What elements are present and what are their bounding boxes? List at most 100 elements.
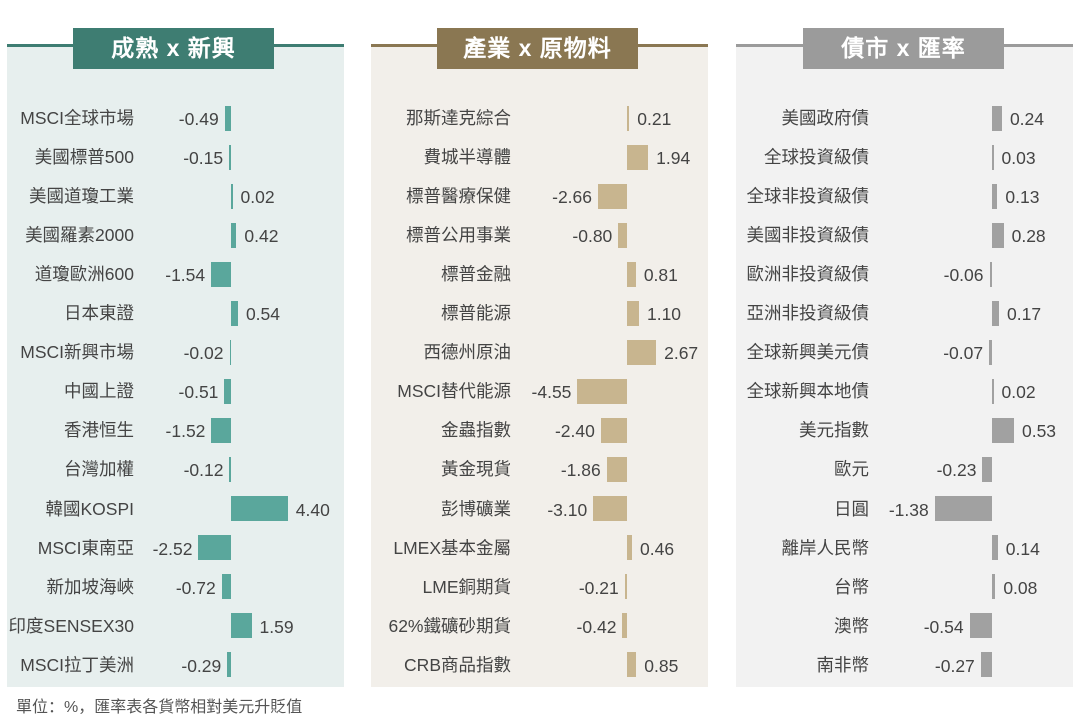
data-bar (992, 300, 1000, 326)
data-bar (231, 222, 237, 248)
value-label: -0.29 (181, 655, 222, 676)
value-label: -0.06 (943, 265, 984, 286)
data-bar (224, 105, 231, 131)
category-label: 標普能源 (441, 303, 511, 324)
data-bar (980, 652, 992, 678)
value-label: -0.02 (183, 343, 224, 364)
data-bar (229, 456, 231, 482)
value-label: -2.40 (554, 421, 595, 442)
data-bar (231, 300, 238, 326)
panel-industry-commodity: 產業 x 原物料 那斯達克綜合 0.21 費城半導體 1.94 標普醫療保健 -2.66 標普… (371, 28, 708, 687)
value-label: 0.17 (1007, 304, 1042, 325)
value-label: 0.13 (1005, 187, 1040, 208)
value-label: -3.10 (547, 499, 588, 520)
value-label: 0.03 (1001, 148, 1036, 169)
category-label: MSCI東南亞 (37, 537, 134, 558)
category-label: 香港恒生 (64, 420, 134, 441)
data-bar (231, 496, 288, 521)
value-label: 0.02 (240, 187, 275, 208)
category-label: 黃金現貨 (441, 459, 511, 480)
panel-bond-fx: 債市 x 匯率 美國政府債 0.24 全球投資級債 0.03 全球非投資級債 0.13 美國非… (736, 28, 1073, 687)
value-label: 0.54 (245, 304, 281, 325)
category-label: 那斯達克綜合 (406, 108, 511, 128)
data-bar (992, 222, 1004, 248)
data-bar (598, 183, 627, 209)
value-label: -0.23 (936, 460, 977, 481)
data-bar (992, 378, 994, 404)
data-bar (221, 574, 231, 600)
category-label: 62%鐵礦砂期貨 (388, 615, 511, 636)
data-bar (627, 652, 637, 678)
value-label: 0.14 (1005, 538, 1040, 559)
panel-mature-emerging: 成熟 x 新興 MSCI全球市場 -0.49 美國標普500 -0.15 美國道瓊工業 0.… (7, 28, 344, 687)
value-label: -0.27 (934, 655, 975, 676)
data-bar (227, 652, 231, 678)
data-bar (934, 496, 992, 521)
category-label: 西德州原油 (423, 342, 512, 363)
value-label: 0.46 (640, 538, 675, 559)
category-label: 美國政府債 (781, 108, 870, 128)
category-label: 美國標普500 (34, 147, 134, 168)
value-label: -2.52 (152, 538, 193, 559)
category-label: 離岸人民幣 (781, 537, 870, 558)
value-label: 1.59 (259, 616, 294, 637)
value-label: -0.21 (578, 577, 619, 598)
panel-title: 成熟 x 新興 (73, 28, 274, 69)
category-label: 歐洲非投資級債 (746, 264, 870, 285)
data-bar (600, 417, 627, 443)
data-bar (229, 144, 231, 170)
data-bar (606, 456, 627, 482)
data-bar (627, 300, 639, 326)
category-label: 標普金融 (441, 264, 511, 285)
category-label: 彭博礦業 (441, 498, 511, 519)
category-label: 道瓊歐洲600 (34, 264, 134, 285)
data-bar (231, 613, 252, 639)
category-label: 美國非投資級債 (746, 225, 870, 246)
data-bar (593, 496, 627, 521)
data-bar (627, 144, 649, 170)
value-label: -2.66 (552, 187, 593, 208)
value-label: -0.12 (183, 460, 224, 481)
data-bar (992, 574, 996, 600)
category-label: 標普醫療保健 (406, 186, 511, 207)
category-label: 金蟲指數 (441, 420, 511, 441)
value-label: -1.52 (165, 421, 206, 442)
data-bar (211, 417, 231, 443)
category-label: 美國羅素2000 (25, 225, 134, 246)
data-bar (992, 417, 1014, 443)
category-label: 費城半導體 (423, 147, 512, 168)
data-bar (627, 261, 636, 287)
footnote: 單位：%，匯率表各貨幣相對美元升貶值 (16, 699, 303, 716)
value-label: 1.94 (656, 148, 691, 169)
category-label: CRB商品指數 (404, 654, 511, 675)
value-label: 0.53 (1021, 421, 1057, 442)
data-bar (229, 339, 231, 365)
data-bar (627, 339, 657, 365)
category-label: 亞洲非投資級債 (746, 303, 870, 324)
category-label: LME銅期貨 (422, 576, 511, 597)
data-bar (211, 261, 231, 287)
category-label: 澳幣 (834, 615, 869, 636)
category-label: 南非幣 (816, 654, 870, 675)
value-label: 0.02 (1001, 382, 1036, 403)
value-label: 1.10 (646, 304, 682, 325)
data-bar (989, 261, 992, 287)
value-label: -4.55 (531, 382, 572, 403)
category-label: 全球投資級債 (764, 147, 869, 168)
data-bar (224, 378, 231, 404)
value-label: -0.49 (178, 109, 219, 129)
value-label: -0.80 (572, 226, 613, 247)
data-bar (969, 613, 992, 639)
value-label: 2.67 (664, 343, 699, 364)
category-label: MSCI替代能源 (397, 381, 511, 402)
category-label: 全球新興美元債 (746, 342, 870, 363)
category-label: 韓國KOSPI (45, 498, 135, 519)
value-label: -0.54 (923, 616, 964, 637)
data-bar (627, 105, 630, 131)
category-label: MSCI新興市場 (20, 342, 134, 363)
value-label: -0.72 (175, 577, 216, 598)
value-label: 0.81 (643, 265, 678, 286)
category-label: 中國上證 (64, 381, 134, 402)
data-bar (627, 535, 632, 561)
panel-title: 產業 x 原物料 (437, 28, 638, 69)
